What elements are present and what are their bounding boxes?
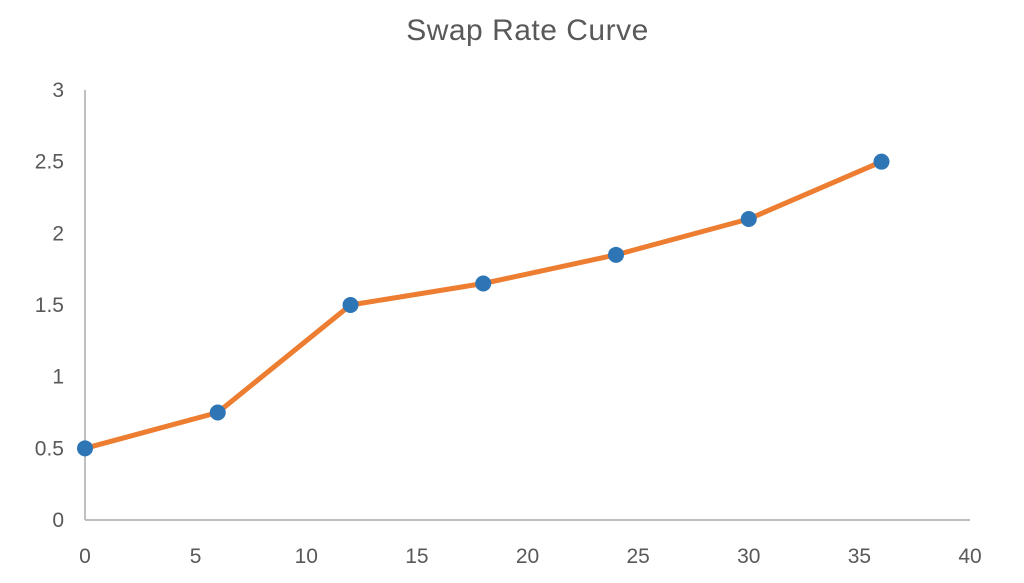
x-tick-label: 30 xyxy=(737,545,760,568)
x-tick-label: 0 xyxy=(79,545,91,568)
x-tick-label: 25 xyxy=(626,545,649,568)
x-tick-label: 5 xyxy=(190,545,202,568)
data-point-marker xyxy=(873,153,890,170)
y-tick-label: 2 xyxy=(52,222,64,245)
y-tick-label: 1.5 xyxy=(35,294,64,317)
x-tick-label: 10 xyxy=(295,545,318,568)
axis-tick-labels: 0 5 10 15 20 25 30 35 40 0 0.5 1 1.5 2 2.5 3 xyxy=(35,79,982,568)
data-series-layer xyxy=(77,153,890,457)
data-point-marker xyxy=(608,246,624,263)
x-tick-label: 40 xyxy=(958,545,981,568)
chart-title: Swap Rate Curve xyxy=(406,14,649,47)
y-tick-label: 0.5 xyxy=(35,437,64,460)
x-tick-label: 20 xyxy=(516,545,539,568)
data-point-marker xyxy=(740,211,757,227)
y-tick-label: 2.5 xyxy=(35,151,64,174)
y-tick-label: 0 xyxy=(52,509,64,532)
x-tick-label: 15 xyxy=(405,545,428,568)
x-tick-label: 35 xyxy=(848,545,871,568)
data-point-marker xyxy=(342,297,359,313)
y-tick-label: 3 xyxy=(52,79,64,102)
data-point-marker xyxy=(475,275,492,292)
data-point-marker xyxy=(77,440,93,457)
y-tick-label: 1 xyxy=(52,366,64,389)
swap-rate-line xyxy=(82,159,884,451)
data-point-marker xyxy=(209,404,226,421)
